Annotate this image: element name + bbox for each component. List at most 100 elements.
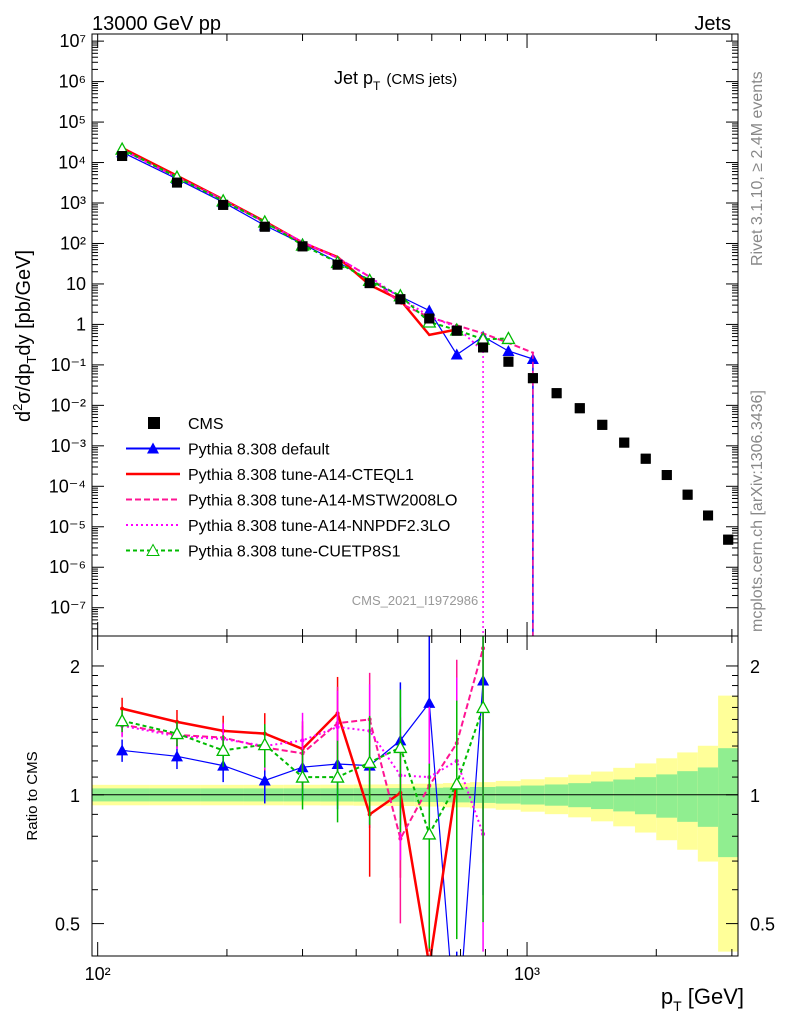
legend-swatch	[148, 417, 160, 429]
ratio-panel: 2 2 1 1 0.5 0.5 10² 10³ Ratio to CMS	[24, 635, 775, 984]
y-tick-label: 10⁻³	[50, 436, 86, 456]
y-axis-label: d2σ/dpTdy [pb/GeV]	[10, 250, 39, 422]
chart-title-sub: T	[373, 79, 381, 93]
chart-title-extra: (CMS jets)	[386, 71, 457, 88]
mcplots-label: mcplots.cern.ch [arXiv:1306.3436]	[749, 390, 766, 632]
data-point	[216, 743, 231, 757]
data-point	[449, 776, 464, 790]
ratio-line	[121, 707, 459, 956]
series-line	[121, 148, 534, 354]
data-point	[503, 356, 514, 367]
ratio-frame	[91, 635, 739, 957]
data-point	[422, 826, 437, 840]
data-point	[297, 241, 308, 252]
data-point	[450, 348, 463, 360]
data-point	[218, 199, 229, 210]
data-point	[428, 333, 431, 337]
data-point	[300, 738, 305, 743]
data-point	[116, 744, 129, 756]
data-point	[258, 774, 271, 786]
series-pythia-8-308-tune-cuetp8s1	[115, 141, 516, 345]
y-tick-label: 10⁻⁶	[49, 557, 86, 577]
series-cms-top	[117, 151, 734, 545]
legend-item: Pythia 8.308 default	[126, 442, 330, 459]
ratio-series-group	[92, 636, 738, 967]
ratio-y-label: Ratio to CMS	[24, 751, 41, 840]
data-point	[423, 696, 436, 708]
data-point	[427, 963, 431, 967]
ratio-y-tick-label-right: 2	[750, 657, 760, 677]
series-pythia-8-308-tune-a14-nnpdf2-3lo	[120, 148, 485, 636]
legend-label: Pythia 8.308 tune-CUETP8S1	[188, 544, 401, 561]
ratio-y-tick-label: 2	[70, 657, 80, 677]
legend-item: Pythia 8.308 tune-A14-MSTW2008LO	[126, 493, 457, 510]
y-tick-label: 10⁻²	[50, 395, 86, 415]
ratio-y-tick-label: 1	[70, 786, 80, 806]
y-tick-label: 10⁻⁴	[49, 476, 86, 496]
y-tick-label: 10⁴	[58, 153, 86, 173]
main-panel: 10⁷ 10⁶ 10⁵ 10⁴ 10³ 10² 10 1 10⁻¹ 10⁻² 10⁻³ 10⁻⁴ 10⁻…	[10, 31, 739, 637]
y-tick-label: 10⁻¹	[50, 355, 86, 375]
data-point	[170, 750, 183, 762]
data-point	[330, 769, 345, 783]
data-point	[451, 325, 462, 336]
ratio-pythia-8-308-tune-cuetp8s1	[115, 636, 491, 949]
series-line	[121, 151, 534, 360]
chart-title-main: Jet p	[334, 68, 373, 88]
series-pythia-8-308-default	[116, 146, 539, 636]
data-point	[475, 700, 491, 714]
ratio-pythia-8-308-tune-a14-cteql1	[120, 676, 459, 967]
y-tick-label: 10²	[60, 233, 86, 253]
data-point	[335, 725, 340, 730]
data-point	[424, 313, 435, 324]
series-cms	[117, 151, 734, 545]
data-point	[117, 151, 128, 162]
data-point	[362, 755, 377, 769]
legend-label: CMS	[188, 416, 224, 433]
y-tick-label: 10	[66, 274, 86, 294]
legend: CMS Pythia 8.308 default Pythia 8.308 tune…	[126, 416, 457, 561]
ratio-y-tick-label-right: 1	[750, 786, 760, 806]
data-point	[120, 706, 125, 711]
ratio-y-tick-label: 0.5	[55, 915, 80, 935]
data-point	[597, 419, 608, 430]
data-point	[501, 331, 516, 345]
legend-item: Pythia 8.308 tune-A14-NNPDF2.3LO	[126, 518, 450, 535]
data-point	[332, 259, 343, 270]
ratio-axes: 2 2 1 1 0.5 0.5 10² 10³	[55, 636, 775, 984]
y-tick-label: 10⁻⁵	[49, 517, 86, 537]
legend-item: Pythia 8.308 tune-CUETP8S1	[126, 543, 401, 561]
main-series-group	[115, 141, 734, 636]
data-point	[640, 453, 651, 464]
legend-label: Pythia 8.308 tune-A14-NNPDF2.3LO	[188, 518, 450, 535]
data-point	[115, 713, 130, 727]
x-tick-label: 10³	[514, 964, 540, 984]
legend-item: Pythia 8.308 tune-A14-CTEQL1	[126, 467, 414, 484]
data-point	[531, 351, 535, 354]
data-point	[723, 534, 734, 545]
main-axes: 10⁷ 10⁶ 10⁵ 10⁴ 10³ 10² 10 1 10⁻¹ 10⁻² 10⁻³ 10⁻⁴ 10⁻…	[49, 31, 738, 637]
inner-band-bin	[718, 748, 738, 858]
inner-band-bin	[591, 781, 614, 810]
legend-marker	[146, 543, 160, 556]
data-point	[171, 177, 182, 188]
inner-band-bin	[697, 767, 719, 827]
header-left: 13000 GeV pp	[92, 13, 221, 35]
legend-label: Pythia 8.308 tune-A14-CTEQL1	[188, 467, 414, 484]
data-point	[295, 769, 310, 783]
ratio-y-tick-label-right: 0.5	[750, 915, 775, 935]
rivet-label: Rivet 3.1.10, ≥ 2.4M events	[749, 71, 766, 266]
y-tick-label: 10⁵	[59, 112, 86, 132]
data-point	[661, 470, 672, 481]
data-point	[478, 342, 489, 353]
y-tick-label: 10³	[60, 193, 86, 213]
inner-band-bin	[613, 779, 635, 812]
data-point	[574, 403, 585, 414]
x-tick-label: 10²	[85, 964, 111, 984]
data-point	[395, 294, 406, 305]
data-point	[619, 437, 630, 448]
data-point	[364, 278, 375, 289]
legend-item: CMS	[148, 416, 224, 433]
inner-band-bin	[677, 771, 698, 822]
legend-marker	[147, 442, 159, 454]
